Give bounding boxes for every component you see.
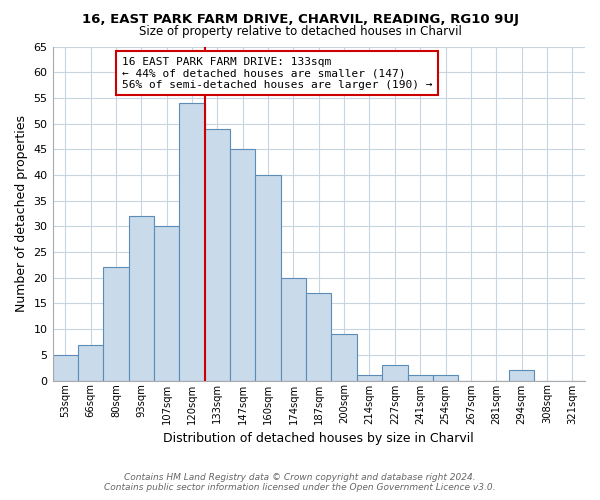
Bar <box>128 216 154 380</box>
Bar <box>78 344 103 380</box>
Text: 16 EAST PARK FARM DRIVE: 133sqm
← 44% of detached houses are smaller (147)
56% o: 16 EAST PARK FARM DRIVE: 133sqm ← 44% of… <box>122 56 432 90</box>
Text: Size of property relative to detached houses in Charvil: Size of property relative to detached ho… <box>139 25 461 38</box>
Bar <box>154 226 179 380</box>
Bar <box>357 376 382 380</box>
Bar <box>306 293 331 380</box>
Bar <box>382 365 407 380</box>
Bar <box>230 150 256 380</box>
Text: 16, EAST PARK FARM DRIVE, CHARVIL, READING, RG10 9UJ: 16, EAST PARK FARM DRIVE, CHARVIL, READI… <box>82 12 518 26</box>
Bar <box>407 376 433 380</box>
Text: Contains HM Land Registry data © Crown copyright and database right 2024.
Contai: Contains HM Land Registry data © Crown c… <box>104 473 496 492</box>
X-axis label: Distribution of detached houses by size in Charvil: Distribution of detached houses by size … <box>163 432 474 445</box>
Bar <box>331 334 357 380</box>
Bar <box>433 376 458 380</box>
Bar <box>256 175 281 380</box>
Bar <box>281 278 306 380</box>
Bar <box>509 370 534 380</box>
Y-axis label: Number of detached properties: Number of detached properties <box>15 115 28 312</box>
Bar <box>205 128 230 380</box>
Bar <box>179 103 205 380</box>
Bar <box>103 268 128 380</box>
Bar <box>53 355 78 380</box>
